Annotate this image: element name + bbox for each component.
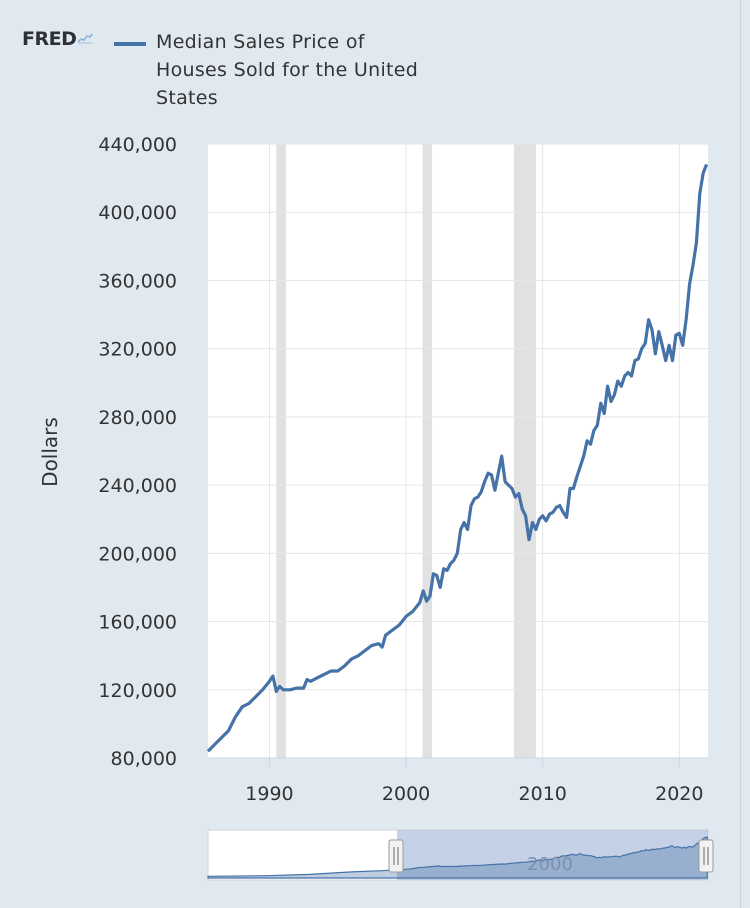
y-axis-ticks: 80,000 120,000 160,000 200,000 240,000 280,00… <box>98 134 177 770</box>
x-tick-label: 2020 <box>655 783 703 805</box>
y-tick-label: 200,000 <box>98 543 177 565</box>
y-tick-label: 280,000 <box>98 407 177 429</box>
recession-band <box>422 144 433 758</box>
recession-band <box>514 144 536 758</box>
navigator-tick-label: 2000 <box>527 854 573 875</box>
line-graph-icon <box>77 33 94 44</box>
y-tick-label: 320,000 <box>98 339 177 361</box>
x-tick-label: 2000 <box>382 783 430 805</box>
plot-area <box>208 144 708 758</box>
fred-logo: FRED <box>22 28 94 50</box>
recession-band <box>276 144 286 758</box>
y-tick-label: 440,000 <box>98 134 177 156</box>
y-tick-label: 160,000 <box>98 612 177 634</box>
recession-bands <box>276 144 536 758</box>
x-axis-ticks: 1990 2000 2010 2020 <box>208 757 708 805</box>
navigator-left-handle[interactable] <box>388 839 404 873</box>
legend-swatch <box>114 42 146 46</box>
range-navigator[interactable]: 2000 <box>207 829 714 881</box>
navigator-area <box>207 836 708 879</box>
y-axis-label: Dollars <box>38 417 62 487</box>
y-tick-label: 360,000 <box>98 270 177 292</box>
y-tick-label: 240,000 <box>98 475 177 497</box>
legend-series-label: Median Sales Price of Houses Sold for th… <box>156 31 419 109</box>
navigator-selection[interactable] <box>397 830 708 880</box>
fred-logo-text: FRED <box>22 28 77 50</box>
y-tick-label: 80,000 <box>111 748 177 770</box>
series-line[interactable] <box>206 163 709 753</box>
y-tick-label: 400,000 <box>98 202 177 224</box>
navigator-right-handle[interactable] <box>698 839 714 873</box>
y-tick-label: 120,000 <box>98 680 177 702</box>
x-tick-label: 2010 <box>519 783 567 805</box>
x-tick-label: 1990 <box>245 783 293 805</box>
chart-header: FRED Median Sales Price of Houses Sold f… <box>22 28 622 118</box>
